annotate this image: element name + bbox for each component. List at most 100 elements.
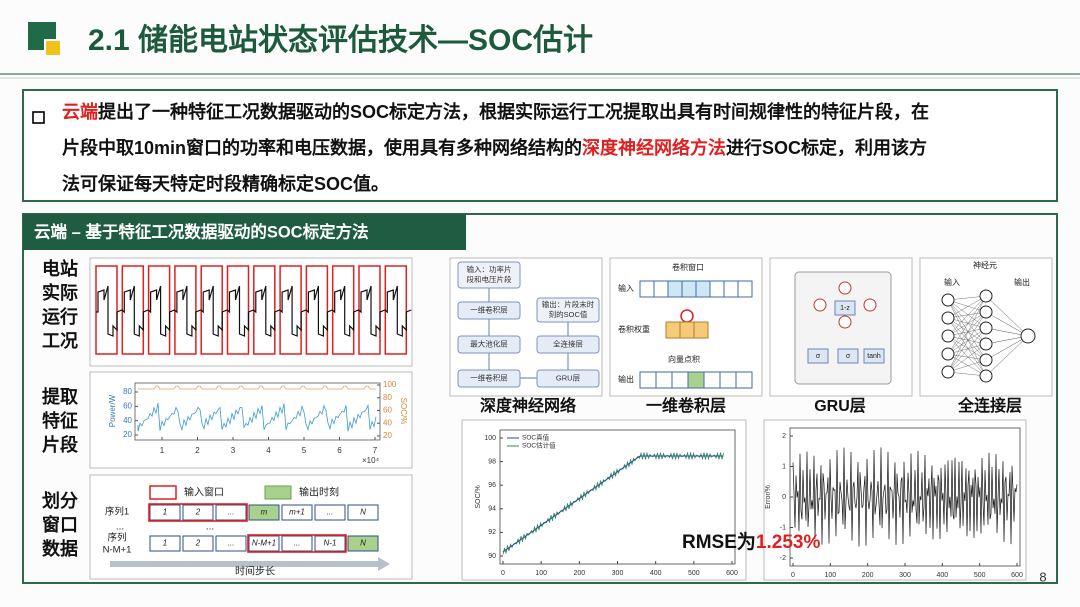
summary-text: 法可保证每天特定时段精确标定SOC值。 [62, 173, 389, 194]
cell-label: ... [228, 539, 235, 548]
error-curve [792, 447, 1018, 547]
x-tick-label: 500 [688, 570, 700, 577]
cell [215, 535, 247, 552]
fc-edge [985, 311, 1029, 337]
cell-label: N [360, 539, 366, 548]
fc-edge [947, 353, 987, 377]
flow-node-label: GRU层 [556, 373, 581, 382]
gru-gate [838, 281, 852, 295]
conv-cell [653, 280, 669, 298]
operation-curve [96, 285, 412, 337]
conv-label: 卷积窗口 [672, 262, 704, 272]
fc-edge [947, 299, 987, 377]
bullet [32, 111, 45, 124]
ellipsis: ... [206, 522, 214, 533]
fc-edge [947, 295, 987, 319]
logo-accent [44, 39, 62, 57]
step-label: 实际 [42, 282, 78, 303]
legend-input [149, 485, 177, 500]
summary-box [22, 89, 1058, 202]
conv-op [680, 309, 694, 323]
conv-cell [709, 280, 725, 298]
figure-caption: GRU层 [814, 397, 866, 415]
page-number: 8 [1039, 569, 1046, 584]
error-plot [763, 419, 1027, 581]
fc-edge [947, 317, 987, 361]
gru-box [837, 348, 859, 364]
y-tick-label: 60 [123, 401, 132, 410]
conv-cell [723, 280, 739, 298]
slide-title: 2.1 储能电站状态评估技术—SOC估计 [88, 24, 593, 57]
fc-edge [985, 295, 1029, 337]
conv-out [703, 371, 721, 389]
gru-box [807, 348, 829, 364]
fc-edge [947, 317, 987, 345]
fc-node [1020, 328, 1036, 344]
cell [281, 535, 313, 552]
fc-edge [947, 295, 987, 337]
legend-label: SOC估计值 [522, 441, 556, 450]
fc-edge [947, 343, 987, 373]
step-label: 划分 [42, 490, 78, 511]
x-axis-label: 时间步长 [235, 565, 275, 578]
conv-label: 输入 [618, 283, 634, 293]
gru-label: tanh [867, 353, 881, 360]
y-tick-label: -2 [780, 555, 786, 562]
conv-label: 向量点积 [668, 354, 700, 364]
fc-label: 输入 [944, 277, 960, 287]
rmse: RMSE为1.253% [682, 530, 820, 553]
fc-edge [947, 295, 987, 355]
y-tick-label: 20 [123, 430, 132, 439]
gru-gate [863, 298, 877, 312]
fc-edge [947, 311, 987, 355]
conv-label: 输出 [618, 374, 634, 384]
cell-label: ... [228, 508, 235, 517]
conv-cell [639, 280, 655, 298]
fc-node [979, 353, 993, 367]
fc-edge [947, 335, 987, 377]
flow-node-label: 全连接层 [553, 338, 583, 348]
y-tick-label: 96 [488, 482, 496, 489]
conv-out [671, 371, 689, 389]
fc-edge [985, 335, 1029, 377]
flow-node-label: 一维卷积层 [470, 304, 508, 314]
cell [281, 504, 313, 521]
legend-label: 输入窗口 [184, 486, 224, 499]
conv-weight [679, 321, 695, 339]
gru-label: σ [816, 353, 821, 360]
y-tick-label: 0 [782, 494, 786, 501]
x-tick-label: 6 [337, 446, 342, 455]
y-tick-label: 1 [782, 463, 786, 470]
cell [347, 535, 379, 552]
conv-cell [695, 280, 711, 298]
fc-node [941, 347, 955, 361]
legend-label: 输出时刻 [299, 486, 339, 499]
fc-edge [947, 335, 987, 361]
row-label: 序列1 [105, 506, 129, 518]
x-tick-label: 4 [266, 446, 271, 455]
cell [314, 535, 346, 552]
y-tick-label: 40 [123, 416, 132, 425]
y-axis-label: SOC/% [475, 485, 482, 508]
fc-node [979, 305, 993, 319]
cell [149, 535, 181, 552]
cell-label: 2 [195, 539, 201, 548]
y-tick-label: 92 [488, 529, 496, 536]
fc-node [979, 369, 993, 383]
fc-node [941, 365, 955, 379]
cell-label: ... [294, 539, 301, 548]
fc-edge [947, 317, 987, 329]
summary-line: 法可保证每天特定时段精确标定SOC值。 [62, 173, 389, 194]
step-label: 提取 [42, 386, 79, 407]
conv-cell [667, 280, 683, 298]
conv-cell [681, 280, 697, 298]
conv-out [687, 371, 705, 389]
gru-gate [838, 315, 852, 329]
step-label: 电站 [42, 258, 78, 279]
fc-edge [947, 311, 987, 373]
gru-gate [813, 298, 827, 312]
x-tick-label: 200 [573, 570, 585, 577]
fc-edge [947, 311, 987, 337]
fc-edge [947, 327, 987, 373]
